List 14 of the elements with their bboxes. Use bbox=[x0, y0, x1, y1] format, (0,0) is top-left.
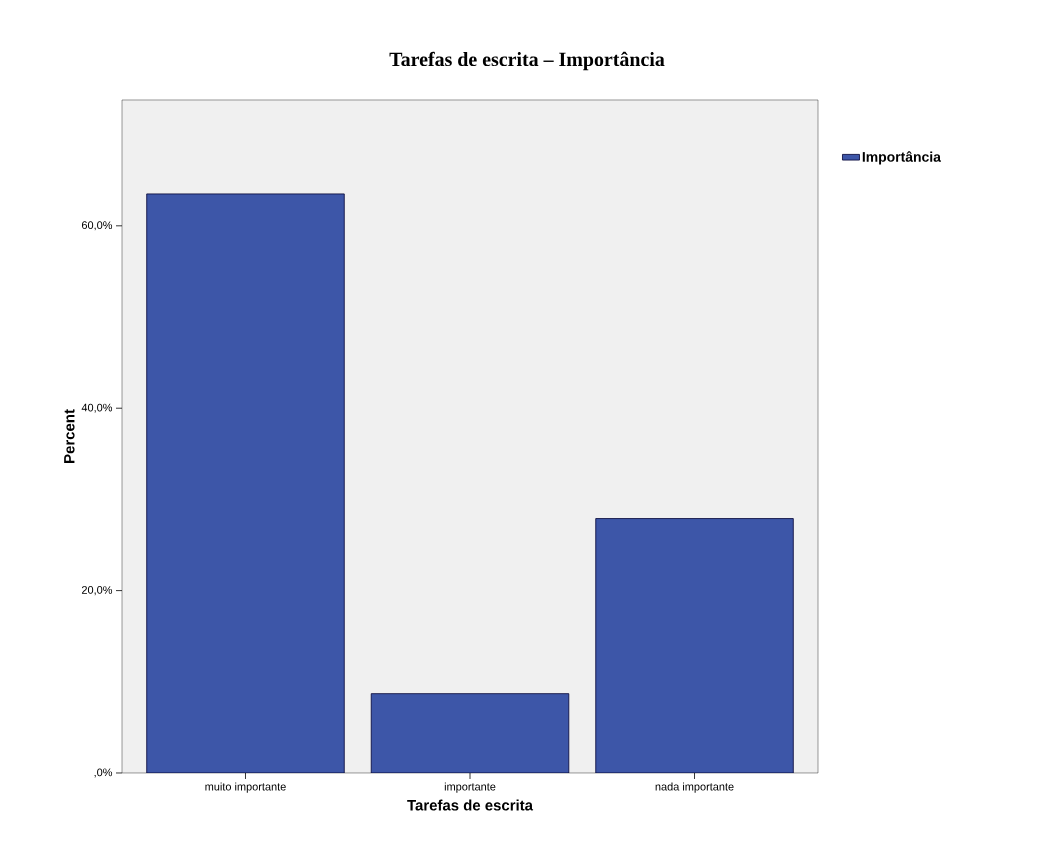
y-tick-label: 20,0% bbox=[81, 586, 113, 596]
legend-label: Importância bbox=[862, 151, 942, 165]
bar bbox=[595, 518, 794, 773]
x-tick-label: importante bbox=[444, 782, 496, 793]
x-tick-label: nada importante bbox=[655, 782, 734, 793]
x-axis-title: Tarefas de escrita bbox=[407, 799, 534, 811]
x-tick-label: muito importante bbox=[205, 782, 286, 793]
chart-title: Tarefas de escrita – Importância bbox=[389, 51, 665, 71]
y-tick-label: 40,0% bbox=[81, 403, 113, 413]
bar bbox=[370, 693, 570, 773]
y-axis-title: Percent bbox=[64, 409, 75, 463]
bar bbox=[146, 193, 345, 773]
y-tick-label: 60,0% bbox=[81, 221, 113, 231]
y-tick-label: ,0% bbox=[94, 768, 113, 778]
